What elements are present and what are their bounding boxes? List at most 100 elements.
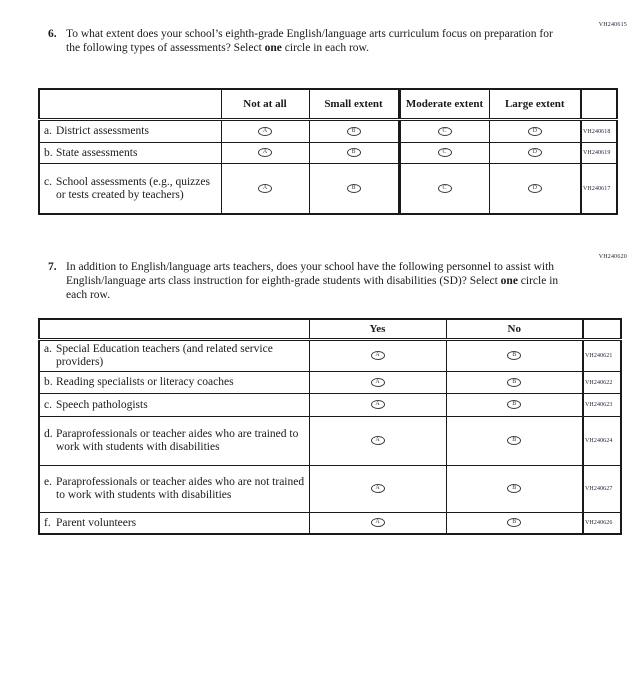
option-cell: B bbox=[445, 371, 584, 394]
option-cell: A bbox=[220, 142, 310, 164]
row-label-cell: b. Reading specialists or literacy coache… bbox=[38, 371, 310, 394]
table-row: e. Paraprofessionals or teacher aides who… bbox=[38, 465, 622, 513]
response-bubble-c[interactable]: C bbox=[437, 183, 452, 193]
row-label-cell: a. District assessments bbox=[38, 119, 222, 143]
response-bubble-yes[interactable]: A bbox=[370, 518, 385, 527]
question-6-text-start: To what extent does your school’s eighth… bbox=[66, 28, 553, 54]
row-letter: a. bbox=[44, 125, 52, 137]
question-7-text-start: In addition to English/language arts tea… bbox=[66, 261, 555, 287]
row-label: Reading specialists or literacy coaches bbox=[56, 376, 234, 388]
response-bubble-d[interactable]: D bbox=[527, 126, 542, 136]
table-row: f. Parent volunteers A B VH240626 bbox=[38, 512, 622, 535]
table-row: a. Special Education teachers (and relate… bbox=[38, 339, 622, 372]
option-cell: D bbox=[488, 142, 582, 164]
response-bubble-yes[interactable]: A bbox=[370, 351, 385, 360]
row-code: VH240617 bbox=[580, 163, 618, 215]
row-code: VH240623 bbox=[582, 393, 622, 417]
response-bubble-no[interactable]: B bbox=[507, 400, 522, 409]
row-label-cell: e. Paraprofessionals or teacher aides who… bbox=[38, 465, 310, 513]
response-bubble-b[interactable]: B bbox=[346, 148, 361, 157]
response-bubble-c[interactable]: C bbox=[437, 148, 452, 157]
row-letter: f. bbox=[44, 516, 51, 529]
option-cell: B bbox=[308, 142, 400, 164]
row-label: District assessments bbox=[56, 125, 149, 137]
table-row: c. School assessments (e.g., quizzes or t… bbox=[38, 163, 618, 215]
option-cell: A bbox=[308, 416, 447, 466]
row-code: VH240624 bbox=[582, 416, 622, 466]
option-cell: A bbox=[220, 119, 310, 143]
row-letter: d. bbox=[44, 428, 53, 440]
response-bubble-no[interactable]: B bbox=[507, 377, 522, 387]
response-bubble-no[interactable]: B bbox=[507, 351, 522, 360]
table-row: c. Speech pathologists A B VH240623 bbox=[38, 393, 622, 417]
response-bubble-no[interactable]: B bbox=[507, 518, 522, 527]
row-code: VH240618 bbox=[580, 119, 618, 143]
row-label-cell: c. School assessments (e.g., quizzes or t… bbox=[38, 163, 222, 215]
option-cell: A bbox=[308, 339, 447, 372]
option-cell: B bbox=[445, 416, 584, 466]
option-cell: C bbox=[397, 163, 490, 215]
question-6: 6. To what extent does your school’s eig… bbox=[48, 27, 562, 55]
option-cell: C bbox=[397, 119, 490, 143]
row-label-cell: b. State assessments bbox=[38, 142, 222, 164]
option-cell: A bbox=[308, 512, 447, 535]
q6-header-small-extent: Small extent bbox=[308, 88, 400, 121]
table-row: d. Paraprofessionals or teacher aides who… bbox=[38, 416, 622, 466]
question-6-text-bold: one bbox=[264, 42, 282, 54]
q7-header-row: Yes No bbox=[38, 318, 622, 341]
response-bubble-b[interactable]: B bbox=[346, 183, 361, 193]
row-code: VH240626 bbox=[582, 512, 622, 535]
row-letter: c. bbox=[44, 398, 52, 411]
option-cell: D bbox=[488, 119, 582, 143]
response-bubble-yes[interactable]: A bbox=[370, 377, 385, 387]
question-6-text-end: circle in each row. bbox=[281, 42, 369, 54]
response-bubble-a[interactable]: A bbox=[258, 183, 272, 193]
response-bubble-b[interactable]: B bbox=[346, 126, 361, 136]
row-letter: c. bbox=[44, 175, 52, 188]
row-label-cell: a. Special Education teachers (and relate… bbox=[38, 339, 310, 372]
q6-header-not-at-all: Not at all bbox=[220, 88, 310, 121]
response-bubble-a[interactable]: A bbox=[258, 126, 272, 136]
option-cell: B bbox=[445, 512, 584, 535]
row-letter: b. bbox=[44, 376, 53, 388]
option-cell: B bbox=[308, 163, 400, 215]
option-cell: D bbox=[488, 163, 582, 215]
response-bubble-d[interactable]: D bbox=[527, 148, 542, 157]
response-bubble-no[interactable]: B bbox=[507, 484, 522, 493]
form-code-q6: VH240615 bbox=[598, 22, 627, 28]
option-cell: B bbox=[445, 393, 584, 417]
q7-header-no: No bbox=[445, 318, 584, 341]
q7-header-yes: Yes bbox=[308, 318, 447, 341]
q6-header-blank bbox=[38, 88, 222, 121]
row-letter: b. bbox=[44, 146, 53, 159]
option-cell: B bbox=[445, 465, 584, 513]
response-bubble-yes[interactable]: A bbox=[370, 484, 385, 493]
response-bubble-d[interactable]: D bbox=[527, 183, 542, 193]
row-label: State assessments bbox=[56, 146, 138, 159]
row-code: VH240621 bbox=[582, 339, 622, 372]
response-bubble-c[interactable]: C bbox=[437, 126, 452, 136]
option-cell: A bbox=[308, 371, 447, 394]
response-bubble-a[interactable]: A bbox=[258, 148, 272, 157]
row-label: Paraprofessionals or teacher aides who a… bbox=[56, 428, 299, 453]
row-letter: e. bbox=[44, 476, 52, 488]
option-cell: B bbox=[445, 339, 584, 372]
row-label: School assessments (e.g., quizzes or tes… bbox=[56, 175, 210, 201]
form-code-q7: VH240620 bbox=[598, 254, 627, 260]
row-label: Special Education teachers (and related … bbox=[56, 343, 273, 368]
q6-header-code-blank bbox=[580, 88, 618, 121]
row-label-cell: f. Parent volunteers bbox=[38, 512, 310, 535]
table-row: a. District assessments A B C D VH240618 bbox=[38, 119, 618, 143]
row-code: VH240619 bbox=[580, 142, 618, 164]
question-7-text: In addition to English/language arts tea… bbox=[66, 260, 562, 302]
response-bubble-yes[interactable]: A bbox=[370, 436, 385, 445]
q6-header-moderate-extent: Moderate extent bbox=[397, 88, 490, 121]
response-bubble-yes[interactable]: A bbox=[370, 400, 385, 409]
row-label: Paraprofessionals or teacher aides who a… bbox=[56, 476, 305, 501]
q7-header-blank bbox=[38, 318, 310, 341]
option-cell: A bbox=[308, 465, 447, 513]
option-cell: A bbox=[308, 393, 447, 417]
question-7-text-bold: one bbox=[500, 275, 518, 287]
response-bubble-no[interactable]: B bbox=[507, 436, 522, 445]
q6-header-row: Not at all Small extent Moderate extent … bbox=[38, 88, 618, 121]
